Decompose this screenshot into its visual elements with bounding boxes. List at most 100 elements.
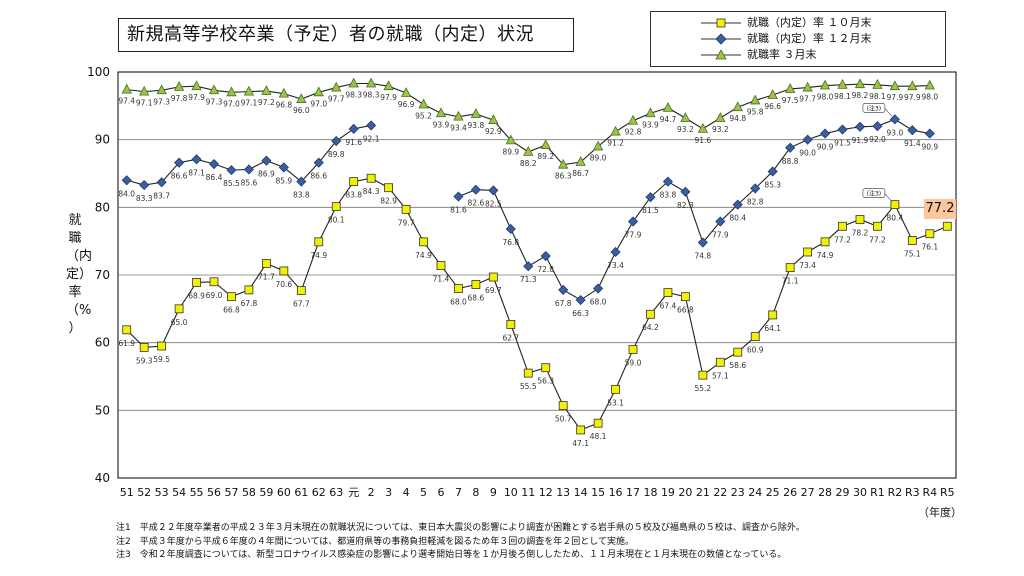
series-0-point	[576, 425, 586, 435]
series-2-point	[226, 86, 237, 97]
annotation-badge	[862, 188, 886, 198]
series-0-data-label: 71.4	[433, 275, 450, 284]
series-1-point	[750, 183, 761, 194]
series-2-data-label: 96.8	[276, 101, 293, 110]
series-1-data-label: 85.9	[276, 176, 293, 185]
series-1-point	[453, 191, 464, 202]
series-2-data-label: 96.6	[764, 102, 781, 111]
series-1-data-label: 82.3	[677, 201, 694, 210]
series-1-data-label: 86.9	[258, 170, 275, 179]
series-2-data-label: 97.2	[258, 98, 275, 107]
series-0-point	[471, 280, 481, 289]
annotation-leader	[884, 108, 893, 117]
series-1-data-label: 85.3	[764, 180, 781, 189]
series-2-data-label: 89.2	[537, 152, 554, 161]
series-0-data-label: 59.5	[153, 355, 170, 364]
series-0-data-label: 71.7	[258, 272, 275, 281]
series-0-point	[855, 215, 865, 224]
series-1-point	[243, 164, 255, 175]
series-0-point	[838, 221, 847, 231]
series-0-point	[768, 310, 778, 320]
x-tick-label: R2	[888, 486, 903, 499]
series-2-point	[208, 84, 220, 95]
series-1-point	[488, 185, 499, 196]
series-1-point	[505, 223, 516, 235]
x-tick-label: 29	[836, 486, 850, 499]
y-axis-label-0: 就	[68, 213, 82, 228]
series-0-point	[541, 363, 551, 373]
series-0-point	[628, 345, 638, 354]
series-1-point	[575, 294, 586, 306]
series-2-point	[837, 79, 848, 89]
series-1-data-label: 91.4	[904, 139, 921, 148]
series-2-data-label: 97.9	[887, 93, 904, 102]
series-2-point	[156, 84, 167, 95]
legend: 就職（内定）率 １０月末 就職（内定）率 １２月末 就職率 ３月末	[650, 11, 946, 67]
series-1-point	[174, 157, 185, 168]
series-0-data-label: 48.1	[590, 432, 607, 441]
legend-diamond-marker-icon	[701, 33, 741, 45]
series-1-data-label: 88.8	[782, 157, 799, 166]
series-1-point	[191, 154, 202, 165]
series-2-data-label: 97.8	[171, 94, 188, 103]
series-1-point	[645, 192, 656, 203]
series-0-data-label: 64.2	[642, 323, 659, 332]
series-0-point	[785, 263, 795, 272]
x-tick-label: 55	[190, 486, 204, 499]
series-1-point	[593, 283, 604, 294]
series-0-data-label: 80.4	[887, 214, 904, 223]
series-0-point	[384, 183, 394, 193]
series-1-data-label: 68.0	[590, 298, 607, 307]
series-1-data-label: 83.8	[293, 191, 310, 200]
series-2-point	[575, 156, 586, 166]
series-0-data-label: 69.7	[485, 286, 502, 295]
series-1-data-label: 90.0	[799, 149, 816, 158]
series-2-data-label: 97.7	[799, 95, 816, 104]
series-2-data-label: 95.8	[747, 107, 764, 116]
series-2-point	[243, 85, 255, 96]
series-1-point	[523, 261, 534, 272]
series-2-point	[662, 102, 674, 112]
series-2-data-label: 97.5	[782, 96, 799, 105]
footnote-2: 注2 平成３年度から平成６年度の４年間については、都道府県等の事務負担軽減を図る…	[116, 536, 635, 547]
x-tick-label: 27	[801, 486, 815, 499]
series-0-point	[296, 286, 306, 295]
series-1-data-label: 85.5	[223, 179, 240, 188]
series-2-data-label: 98.3	[345, 91, 362, 100]
x-tick-label: 3	[385, 486, 392, 499]
series-2-point	[261, 85, 272, 95]
x-tick-label: 24	[748, 486, 762, 499]
series-1-point	[662, 176, 674, 187]
series-0-point	[244, 285, 254, 295]
x-tick-label: 58	[242, 486, 256, 499]
series-2-data-label: 93.2	[712, 125, 729, 134]
series-1-point	[296, 176, 307, 187]
series-1-point	[837, 124, 848, 135]
series-2-data-label: 98.2	[852, 91, 869, 100]
series-2-data-label: 98.3	[363, 91, 380, 100]
series-1-point	[610, 246, 621, 258]
x-tick-label: 15	[591, 486, 605, 499]
series-2-point	[488, 114, 499, 124]
series-1-data-label: 74.8	[695, 252, 712, 261]
series-1-point	[924, 128, 935, 139]
series-0-point	[122, 325, 132, 335]
series-1-point	[767, 166, 778, 177]
footnote-1: 注1 平成２２年度卒業者の平成２３年３月末現在の就職状況については、東日本大震災…	[116, 523, 805, 533]
series-1-point	[121, 175, 132, 186]
x-tick-label: 22	[713, 486, 727, 499]
x-tick-label: 7	[455, 486, 462, 499]
series-0-data-label: 62.7	[502, 333, 519, 342]
series-1-data-label: 83.8	[660, 191, 677, 200]
series-0-point	[820, 237, 830, 247]
series-0-data-label: 67.8	[241, 299, 258, 308]
series-1-data-label: 83.7	[153, 191, 170, 200]
series-2-data-label: 94.8	[729, 114, 746, 123]
series-0-data-label: 77.2	[834, 235, 851, 244]
x-tick-label: R1	[870, 486, 885, 499]
y-tick-label: 100	[87, 65, 110, 79]
series-0-data-label: 76.1	[921, 243, 938, 252]
series-1-point	[819, 128, 831, 139]
series-0-data-label: 69.0	[206, 291, 223, 300]
series-0-data-label: 83.8	[345, 191, 362, 200]
